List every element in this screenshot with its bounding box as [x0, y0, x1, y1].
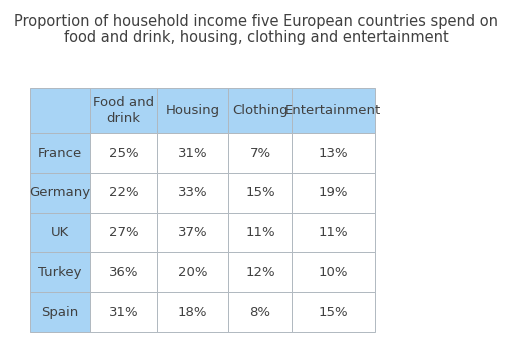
Text: 27%: 27%	[109, 226, 138, 239]
Bar	[90, 292, 157, 332]
Text: Housing: Housing	[165, 104, 220, 117]
Bar	[30, 88, 90, 133]
Text: food and drink, housing, clothing and entertainment: food and drink, housing, clothing and en…	[63, 30, 449, 45]
Bar	[228, 173, 292, 213]
Bar	[90, 133, 157, 173]
Bar	[292, 173, 375, 213]
Bar	[228, 88, 292, 133]
Bar	[292, 213, 375, 253]
Bar	[228, 253, 292, 292]
Bar	[90, 88, 157, 133]
Bar	[157, 292, 228, 332]
Text: 22%: 22%	[109, 186, 138, 199]
Bar	[157, 213, 228, 253]
Text: 33%: 33%	[178, 186, 207, 199]
Bar	[228, 133, 292, 173]
Bar	[228, 292, 292, 332]
Text: 31%: 31%	[178, 147, 207, 159]
Bar	[30, 173, 90, 213]
Text: UK: UK	[51, 226, 69, 239]
Text: 15%: 15%	[245, 186, 275, 199]
Bar	[90, 213, 157, 253]
Text: Entertainment: Entertainment	[285, 104, 381, 117]
Text: 12%: 12%	[245, 266, 275, 279]
Text: 31%: 31%	[109, 306, 138, 319]
Bar	[292, 88, 375, 133]
Bar	[157, 88, 228, 133]
Text: Proportion of household income five European countries spend on: Proportion of household income five Euro…	[14, 14, 498, 29]
Bar	[228, 213, 292, 253]
Text: Spain: Spain	[41, 306, 78, 319]
Text: 11%: 11%	[245, 226, 275, 239]
Bar	[90, 253, 157, 292]
Text: Food and
drink: Food and drink	[93, 96, 154, 125]
Bar	[292, 253, 375, 292]
Text: 7%: 7%	[249, 147, 271, 159]
Bar	[30, 133, 90, 173]
Bar	[90, 173, 157, 213]
Bar	[30, 292, 90, 332]
Text: 19%: 19%	[318, 186, 348, 199]
Bar	[292, 292, 375, 332]
Text: 8%: 8%	[249, 306, 270, 319]
Bar	[292, 133, 375, 173]
Text: 18%: 18%	[178, 306, 207, 319]
Text: 11%: 11%	[318, 226, 348, 239]
Text: 10%: 10%	[318, 266, 348, 279]
Text: 36%: 36%	[109, 266, 138, 279]
Text: 13%: 13%	[318, 147, 348, 159]
Bar	[30, 213, 90, 253]
Text: 15%: 15%	[318, 306, 348, 319]
Text: 20%: 20%	[178, 266, 207, 279]
Text: Turkey: Turkey	[38, 266, 81, 279]
Text: 25%: 25%	[109, 147, 138, 159]
Bar	[157, 133, 228, 173]
Text: Clothing: Clothing	[232, 104, 288, 117]
Text: 37%: 37%	[178, 226, 207, 239]
Bar	[157, 253, 228, 292]
Bar	[30, 253, 90, 292]
Text: France: France	[38, 147, 82, 159]
Text: Germany: Germany	[29, 186, 91, 199]
Bar	[157, 173, 228, 213]
